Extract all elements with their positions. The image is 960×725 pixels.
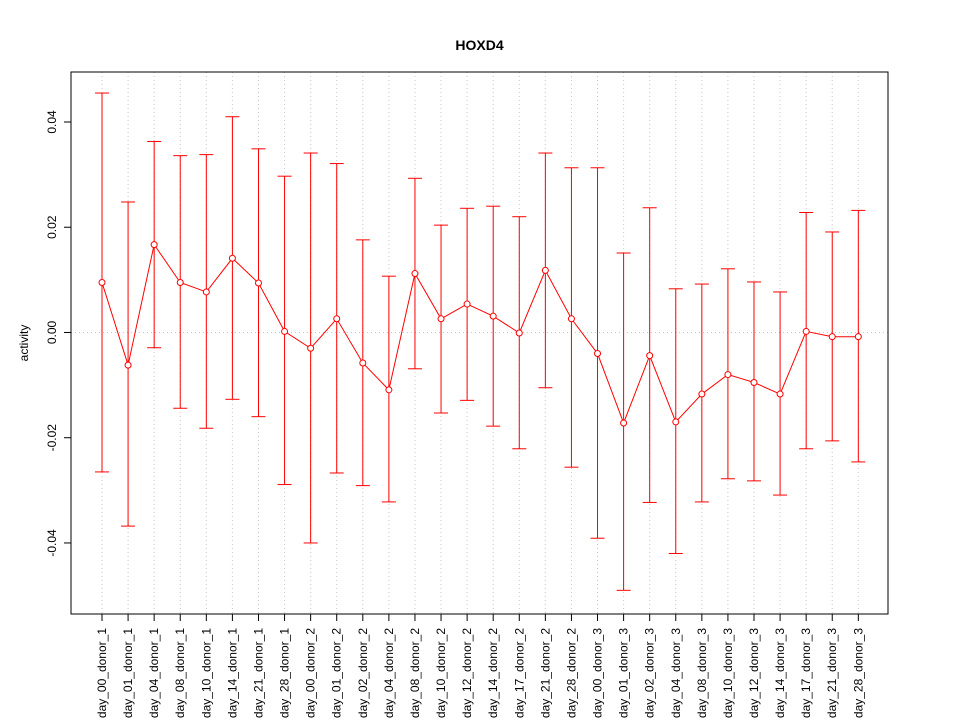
series-polyline bbox=[101, 243, 859, 425]
x-tick-label: day_28_donor_2 bbox=[564, 628, 578, 718]
series-line bbox=[101, 243, 859, 425]
x-tick-label: day_21_donor_1 bbox=[251, 628, 265, 718]
x-tick-label: day_28_donor_3 bbox=[851, 628, 865, 718]
data-point bbox=[281, 327, 289, 335]
x-tick-label: day_08_donor_3 bbox=[695, 628, 709, 718]
x-tick-label: day_02_donor_2 bbox=[356, 628, 370, 718]
data-point bbox=[124, 361, 132, 369]
data-point bbox=[828, 333, 836, 341]
data-point bbox=[385, 386, 393, 394]
x-tick-label: day_01_donor_2 bbox=[330, 628, 344, 718]
x-tick-label: day_01_donor_1 bbox=[121, 628, 135, 718]
x-tick-label: day_10_donor_3 bbox=[721, 628, 735, 718]
data-point bbox=[854, 333, 862, 341]
data-point bbox=[646, 352, 654, 360]
x-tick-label: day_21_donor_3 bbox=[825, 628, 839, 718]
data-point bbox=[228, 254, 236, 262]
data-point bbox=[672, 418, 680, 426]
data-point bbox=[463, 300, 471, 308]
data-point bbox=[437, 315, 445, 323]
x-tick-label: day_17_donor_2 bbox=[512, 628, 526, 718]
y-tick-label: 0.04 bbox=[45, 110, 59, 134]
data-point bbox=[202, 288, 210, 296]
data-point bbox=[176, 278, 184, 286]
chart-title: HOXD4 bbox=[455, 37, 503, 53]
x-tick-label: day_04_donor_3 bbox=[669, 628, 683, 718]
data-point bbox=[594, 350, 602, 358]
x-tick-label: day_14_donor_1 bbox=[225, 628, 239, 718]
x-tick-label: day_00_donor_3 bbox=[591, 628, 605, 718]
y-axis-label: activity bbox=[17, 325, 31, 362]
data-point bbox=[802, 327, 810, 335]
data-point bbox=[724, 371, 732, 379]
data-points bbox=[98, 241, 862, 427]
y-tick-label: 0.02 bbox=[45, 215, 59, 239]
data-point bbox=[541, 266, 549, 274]
x-tick-label: day_00_donor_1 bbox=[95, 628, 109, 718]
data-point bbox=[307, 344, 315, 352]
plot-frame bbox=[70, 71, 889, 615]
data-point bbox=[776, 390, 784, 398]
data-point bbox=[254, 279, 262, 287]
data-point bbox=[411, 270, 419, 278]
x-tick-label: day_12_donor_2 bbox=[460, 628, 474, 718]
data-point bbox=[515, 329, 523, 337]
y-tick-label: -0.02 bbox=[45, 424, 59, 452]
x-tick-label: day_01_donor_3 bbox=[617, 628, 631, 718]
grid-lines bbox=[101, 72, 859, 614]
x-axis: day_00_donor_1 day_01_donor_1 day_04_donor… bbox=[95, 613, 865, 718]
data-point bbox=[333, 315, 341, 323]
x-tick-label: day_14_donor_3 bbox=[773, 628, 787, 718]
error-bars bbox=[95, 92, 866, 591]
y-tick-label: -0.04 bbox=[45, 529, 59, 557]
data-point bbox=[150, 241, 158, 249]
x-tick-label: day_12_donor_3 bbox=[747, 628, 761, 718]
x-tick-label: day_00_donor_2 bbox=[304, 628, 318, 718]
data-point bbox=[489, 312, 497, 320]
data-point bbox=[698, 390, 706, 398]
x-tick-label: day_08_donor_1 bbox=[173, 628, 187, 718]
x-tick-label: day_02_donor_3 bbox=[643, 628, 657, 718]
data-point bbox=[98, 278, 106, 286]
data-point bbox=[620, 419, 628, 427]
x-tick-label: day_14_donor_2 bbox=[486, 628, 500, 718]
x-tick-label: day_10_donor_1 bbox=[199, 628, 213, 718]
x-tick-label: day_04_donor_1 bbox=[147, 628, 161, 718]
y-axis: -0.04 -0.02 0.00 0.02 0.04 bbox=[45, 110, 72, 557]
x-tick-label: day_21_donor_2 bbox=[538, 628, 552, 718]
x-tick-label: day_17_donor_3 bbox=[799, 628, 813, 718]
x-tick-label: day_28_donor_1 bbox=[278, 628, 292, 718]
x-tick-label: day_04_donor_2 bbox=[382, 628, 396, 718]
data-point bbox=[750, 378, 758, 386]
x-tick-label: day_08_donor_2 bbox=[408, 628, 422, 718]
data-point bbox=[359, 359, 367, 367]
x-tick-label: day_10_donor_2 bbox=[434, 628, 448, 718]
data-point bbox=[567, 315, 575, 323]
y-tick-label: 0.00 bbox=[45, 320, 59, 344]
